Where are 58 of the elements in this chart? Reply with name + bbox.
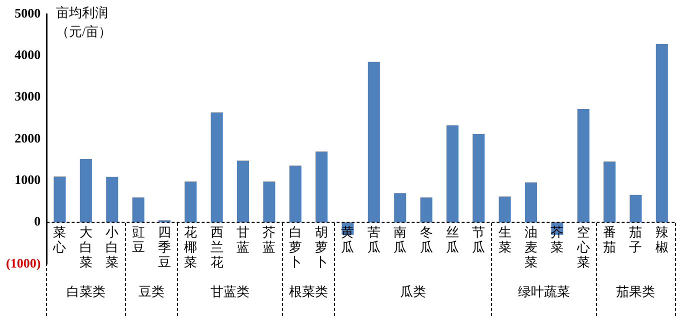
bar: [420, 197, 432, 222]
bar: [656, 44, 668, 222]
x-tick-label: 辣椒: [655, 224, 668, 254]
x-tick-label: 南瓜: [394, 224, 407, 254]
bar: [498, 196, 511, 222]
text: 甘蓝类: [210, 284, 250, 299]
bar: [184, 182, 197, 222]
y-axis-title: 亩均利润（元/亩）: [56, 4, 113, 41]
bar: [80, 159, 92, 222]
x-tick-label: 大白菜: [79, 224, 92, 270]
y-tick-label: 0: [34, 214, 41, 229]
x-tick-label: 胡萝卜: [315, 224, 328, 270]
x-tick-label: 茄子: [629, 224, 642, 254]
text: 茄果类: [616, 284, 656, 299]
bar: [446, 125, 458, 222]
y-tick-label: (1000): [6, 255, 41, 270]
x-tick-label: 芥蓝: [262, 224, 276, 254]
x-tick-label: 节瓜: [472, 224, 486, 254]
text: 根菜类: [288, 284, 328, 299]
bar: [577, 109, 590, 222]
x-tick-label: 花椰菜: [184, 224, 198, 270]
x-tick-label: 冬瓜: [420, 224, 433, 254]
x-tick-label: 豇豆: [132, 224, 145, 254]
x-tick-label: 白萝卜: [288, 224, 302, 270]
bar: [289, 166, 302, 222]
bar: [630, 194, 642, 222]
x-tick-label: 西兰花: [210, 224, 224, 270]
x-tick-label: 番茄: [603, 224, 616, 254]
x-tick-label: 苦瓜: [367, 224, 380, 254]
bar: [524, 182, 538, 222]
y-tick-label: 5000: [14, 5, 41, 20]
x-tick-label: 丝瓜: [446, 224, 459, 254]
y-tick-label: 1000: [14, 172, 41, 188]
x-tick-label: 油麦菜: [524, 224, 538, 270]
bar: [316, 152, 328, 222]
x-tick-label: 小白菜: [106, 224, 119, 270]
bar: [106, 176, 118, 222]
x-tick-label: 甘蓝: [236, 224, 250, 254]
x-tick-label: 空心菜: [576, 224, 590, 270]
bar: [54, 176, 66, 222]
bar: [472, 134, 485, 222]
text: 豆类: [138, 284, 164, 299]
x-tick-label: 四季豆: [158, 224, 171, 270]
bar: [210, 112, 223, 222]
y-tick-label: 2000: [14, 130, 41, 146]
text: 瓜类: [400, 284, 426, 299]
x-tick-label: 菜心: [52, 224, 66, 254]
bar: [604, 162, 616, 222]
y-tick-label: 3000: [14, 88, 41, 104]
text: 绿叶蔬菜: [518, 284, 570, 299]
bar: [368, 62, 380, 222]
text: 白菜类: [66, 284, 106, 299]
bar: [132, 197, 144, 222]
y-tick-label: 4000: [14, 47, 41, 62]
bar: [263, 182, 276, 222]
bar: [236, 160, 250, 222]
bar: [394, 193, 406, 222]
x-tick-label: 生菜: [498, 224, 512, 254]
